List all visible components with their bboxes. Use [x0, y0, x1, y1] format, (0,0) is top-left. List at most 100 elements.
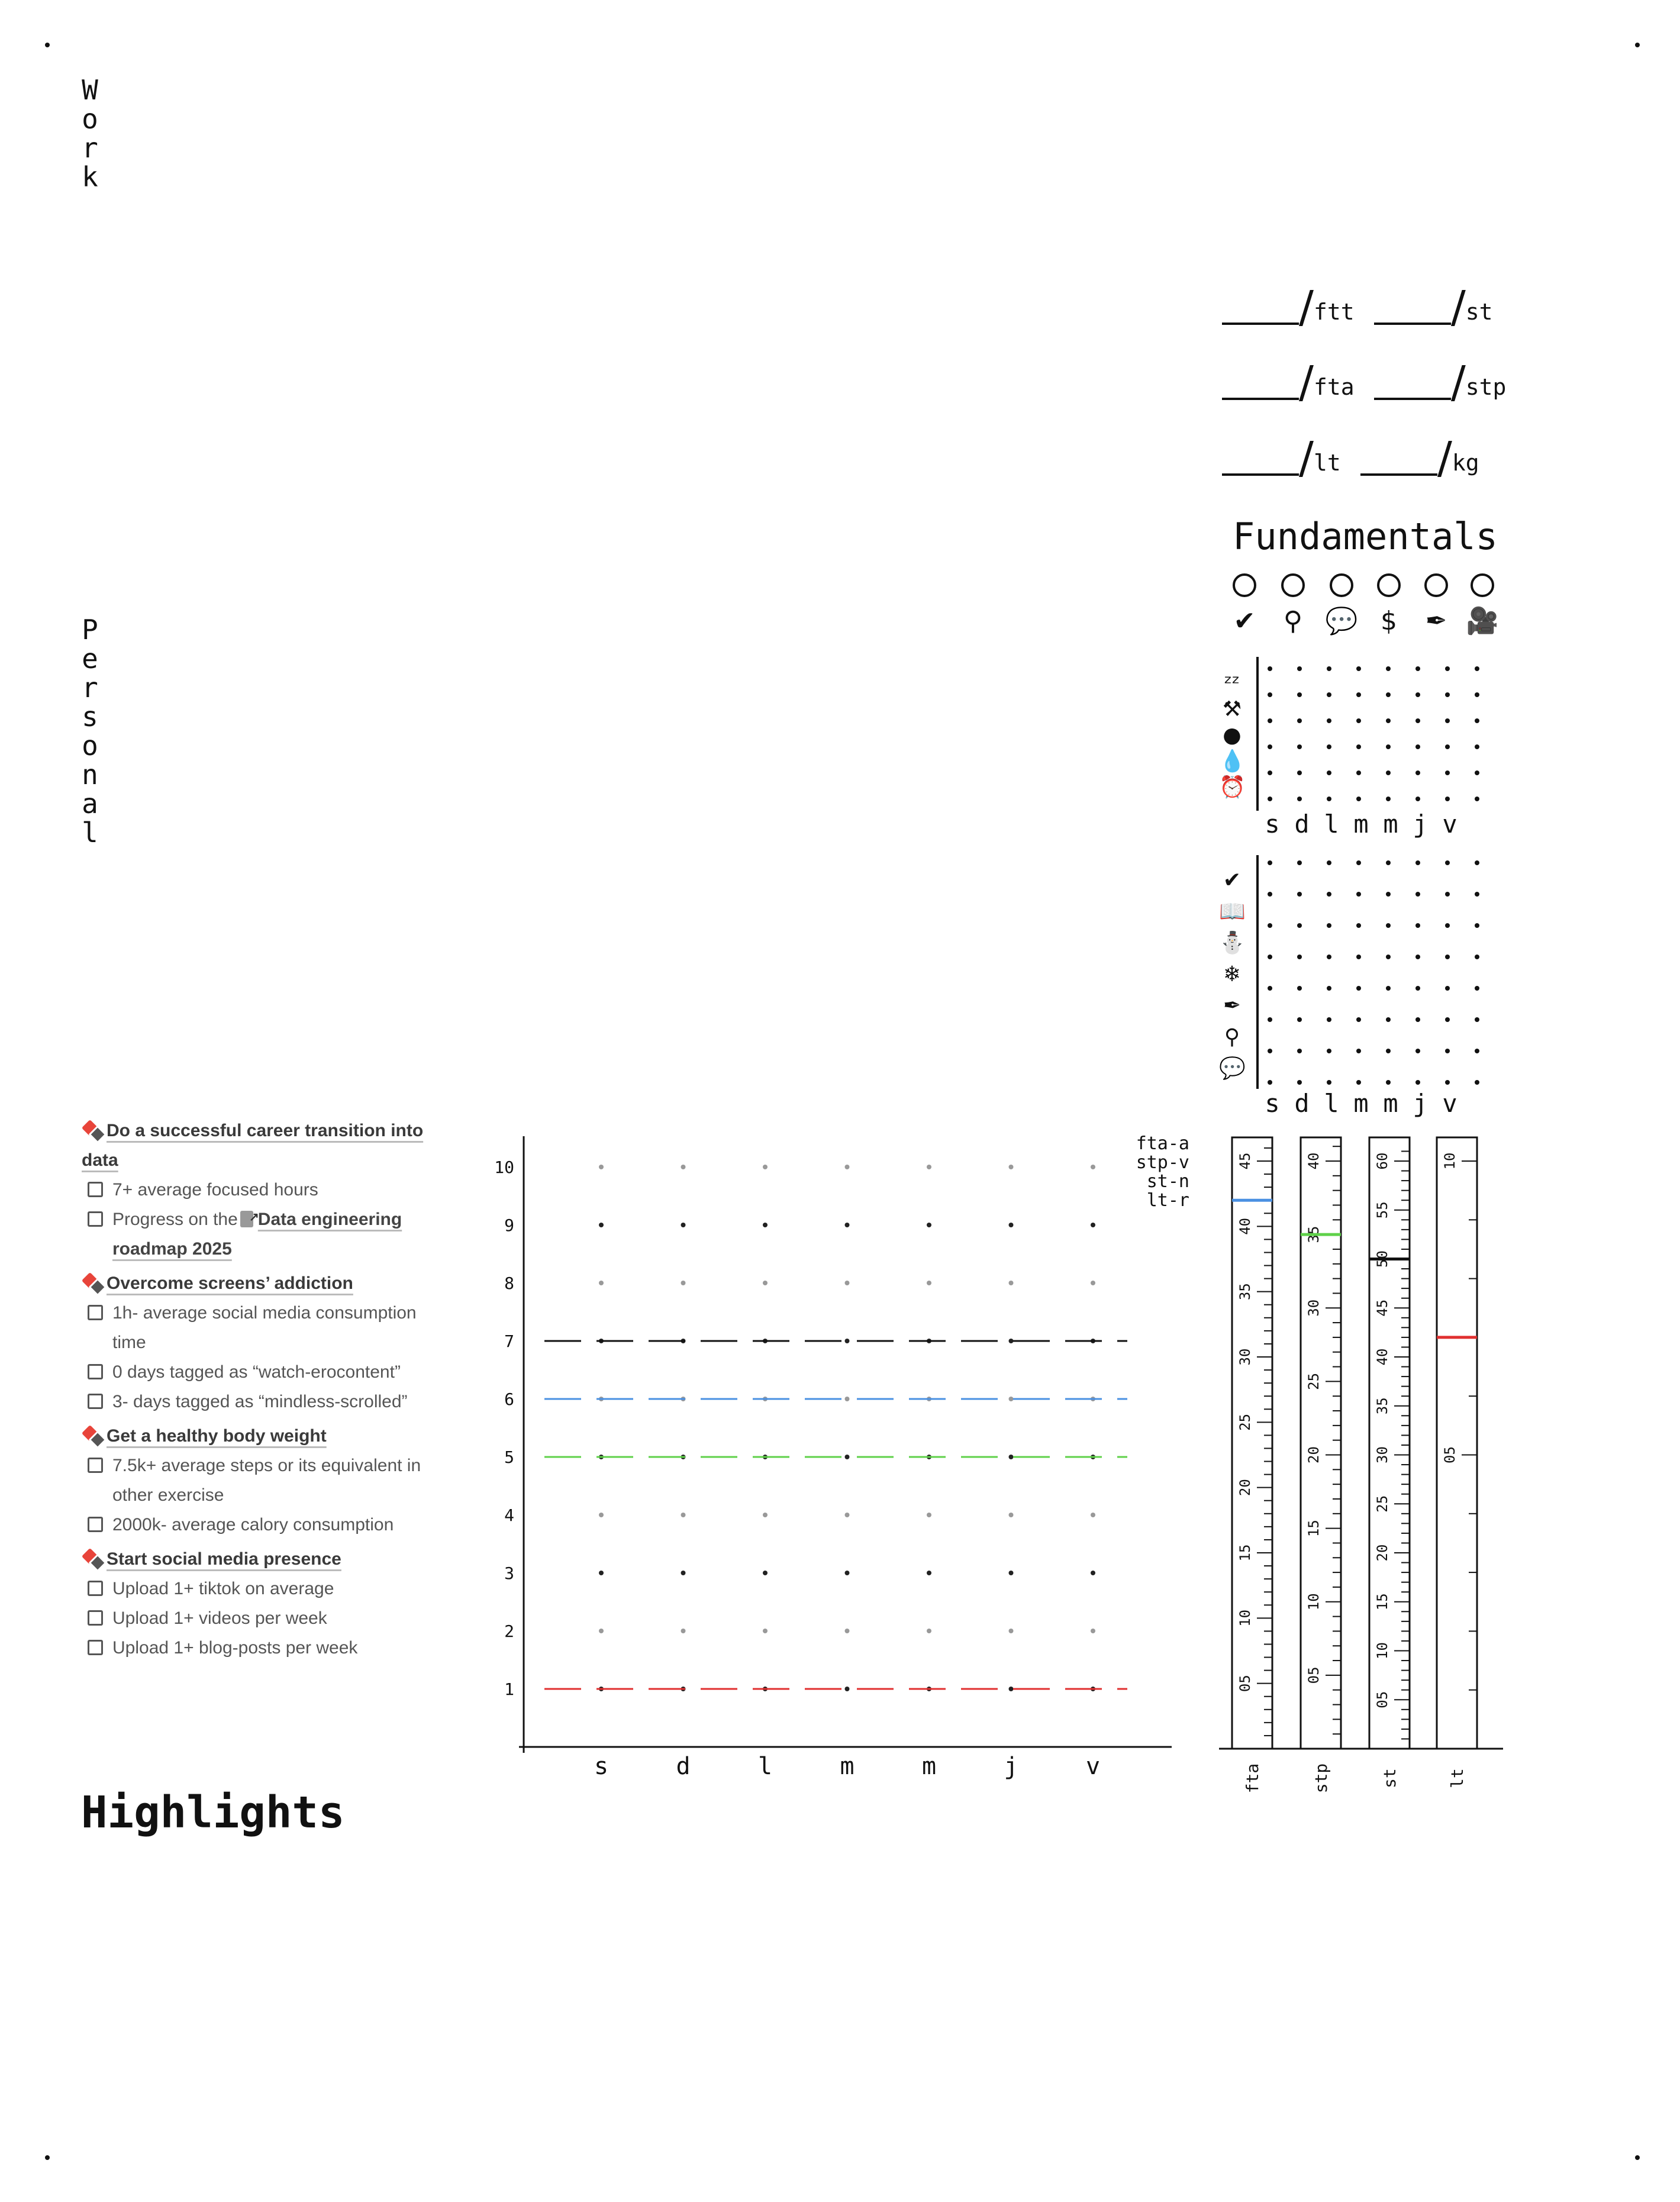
habit-dot[interactable]: [1445, 666, 1450, 671]
habit-dot[interactable]: [1356, 1049, 1361, 1053]
habit-dot[interactable]: [1386, 1017, 1391, 1022]
habit-dot[interactable]: [1268, 860, 1272, 865]
task-checkbox[interactable]: [88, 1364, 103, 1379]
habit-dot[interactable]: [1475, 1017, 1479, 1022]
habit-dot[interactable]: [1356, 666, 1361, 671]
task-checkbox[interactable]: [88, 1640, 103, 1655]
habit-dot[interactable]: [1386, 1049, 1391, 1053]
fundamental-checkbox[interactable]: [1377, 573, 1401, 597]
habit-dot[interactable]: [1475, 797, 1479, 801]
habit-dot[interactable]: [1297, 1017, 1302, 1022]
habit-dot[interactable]: [1356, 718, 1361, 723]
habit-dot[interactable]: [1415, 1049, 1420, 1053]
habit-dot[interactable]: [1386, 1080, 1391, 1085]
habit-dot[interactable]: [1327, 892, 1331, 897]
task-checkbox[interactable]: [88, 1211, 103, 1227]
habit-dot[interactable]: [1386, 955, 1391, 959]
habit-dot[interactable]: [1445, 797, 1450, 801]
habit-dot[interactable]: [1415, 797, 1420, 801]
habit-dot[interactable]: [1356, 770, 1361, 775]
habit-dot[interactable]: [1386, 744, 1391, 749]
habit-dot[interactable]: [1268, 955, 1272, 959]
habit-dot[interactable]: [1445, 692, 1450, 697]
habit-dot[interactable]: [1415, 692, 1420, 697]
habit-dot[interactable]: [1386, 986, 1391, 991]
habit-dot[interactable]: [1268, 797, 1272, 801]
habit-dot[interactable]: [1356, 860, 1361, 865]
habit-dot[interactable]: [1297, 744, 1302, 749]
habit-dot[interactable]: [1297, 923, 1302, 928]
habit-dot[interactable]: [1415, 770, 1420, 775]
habit-dot[interactable]: [1386, 797, 1391, 801]
habit-dot[interactable]: [1386, 892, 1391, 897]
habit-dot[interactable]: [1475, 1049, 1479, 1053]
task-checkbox[interactable]: [88, 1182, 103, 1197]
habit-dot[interactable]: [1327, 1049, 1331, 1053]
habit-dot[interactable]: [1268, 666, 1272, 671]
habit-dot[interactable]: [1268, 923, 1272, 928]
habit-dot[interactable]: [1268, 986, 1272, 991]
habit-dot[interactable]: [1268, 770, 1272, 775]
habit-dot[interactable]: [1415, 744, 1420, 749]
goal-heading[interactable]: Start social media presence: [81, 1545, 437, 1574]
habit-dot[interactable]: [1445, 1080, 1450, 1085]
habit-dot[interactable]: [1297, 986, 1302, 991]
habit-dot[interactable]: [1297, 797, 1302, 801]
habit-dot[interactable]: [1297, 666, 1302, 671]
habit-dot[interactable]: [1386, 770, 1391, 775]
habit-dot[interactable]: [1297, 1049, 1302, 1053]
habit-dot[interactable]: [1297, 955, 1302, 959]
habit-dot[interactable]: [1268, 692, 1272, 697]
habit-dot[interactable]: [1475, 923, 1479, 928]
habit-dot[interactable]: [1415, 666, 1420, 671]
habit-dot[interactable]: [1475, 892, 1479, 897]
habit-dot[interactable]: [1297, 770, 1302, 775]
habit-dot[interactable]: [1415, 892, 1420, 897]
habit-dot[interactable]: [1386, 692, 1391, 697]
task-checkbox[interactable]: [88, 1610, 103, 1626]
habit-dot[interactable]: [1327, 1017, 1331, 1022]
habit-dot[interactable]: [1268, 1049, 1272, 1053]
habit-dot[interactable]: [1475, 666, 1479, 671]
habit-dot[interactable]: [1327, 718, 1331, 723]
habit-dot[interactable]: [1415, 1080, 1420, 1085]
habit-dot[interactable]: [1386, 923, 1391, 928]
habit-dot[interactable]: [1327, 666, 1331, 671]
habit-dot[interactable]: [1475, 955, 1479, 959]
habit-dot[interactable]: [1445, 770, 1450, 775]
task-checkbox[interactable]: [88, 1581, 103, 1596]
habit-dot[interactable]: [1268, 718, 1272, 723]
habit-dot[interactable]: [1356, 1080, 1361, 1085]
habit-dot[interactable]: [1327, 986, 1331, 991]
habit-dot[interactable]: [1327, 692, 1331, 697]
fundamental-checkbox[interactable]: [1233, 573, 1256, 597]
habit-dot[interactable]: [1445, 923, 1450, 928]
habit-dot[interactable]: [1415, 923, 1420, 928]
habit-dot[interactable]: [1268, 892, 1272, 897]
habit-dot[interactable]: [1475, 770, 1479, 775]
habit-dot[interactable]: [1415, 718, 1420, 723]
habit-dot[interactable]: [1475, 1080, 1479, 1085]
habit-dot[interactable]: [1356, 797, 1361, 801]
habit-dot[interactable]: [1327, 770, 1331, 775]
habit-dot[interactable]: [1356, 955, 1361, 959]
habit-dot[interactable]: [1475, 718, 1479, 723]
habit-dot[interactable]: [1445, 744, 1450, 749]
habit-dot[interactable]: [1386, 666, 1391, 671]
goal-heading[interactable]: Get a healthy body weight: [81, 1421, 437, 1451]
habit-dot[interactable]: [1475, 860, 1479, 865]
habit-dot[interactable]: [1356, 923, 1361, 928]
habit-dot[interactable]: [1356, 892, 1361, 897]
habit-dot[interactable]: [1445, 718, 1450, 723]
habit-dot[interactable]: [1445, 892, 1450, 897]
habit-dot[interactable]: [1475, 986, 1479, 991]
habit-dot[interactable]: [1386, 860, 1391, 865]
habit-dot[interactable]: [1327, 860, 1331, 865]
habit-dot[interactable]: [1268, 1080, 1272, 1085]
habit-dot[interactable]: [1297, 718, 1302, 723]
habit-dot[interactable]: [1415, 955, 1420, 959]
habit-dot[interactable]: [1445, 986, 1450, 991]
habit-dot[interactable]: [1297, 892, 1302, 897]
habit-dot[interactable]: [1356, 744, 1361, 749]
habit-dot[interactable]: [1327, 1080, 1331, 1085]
